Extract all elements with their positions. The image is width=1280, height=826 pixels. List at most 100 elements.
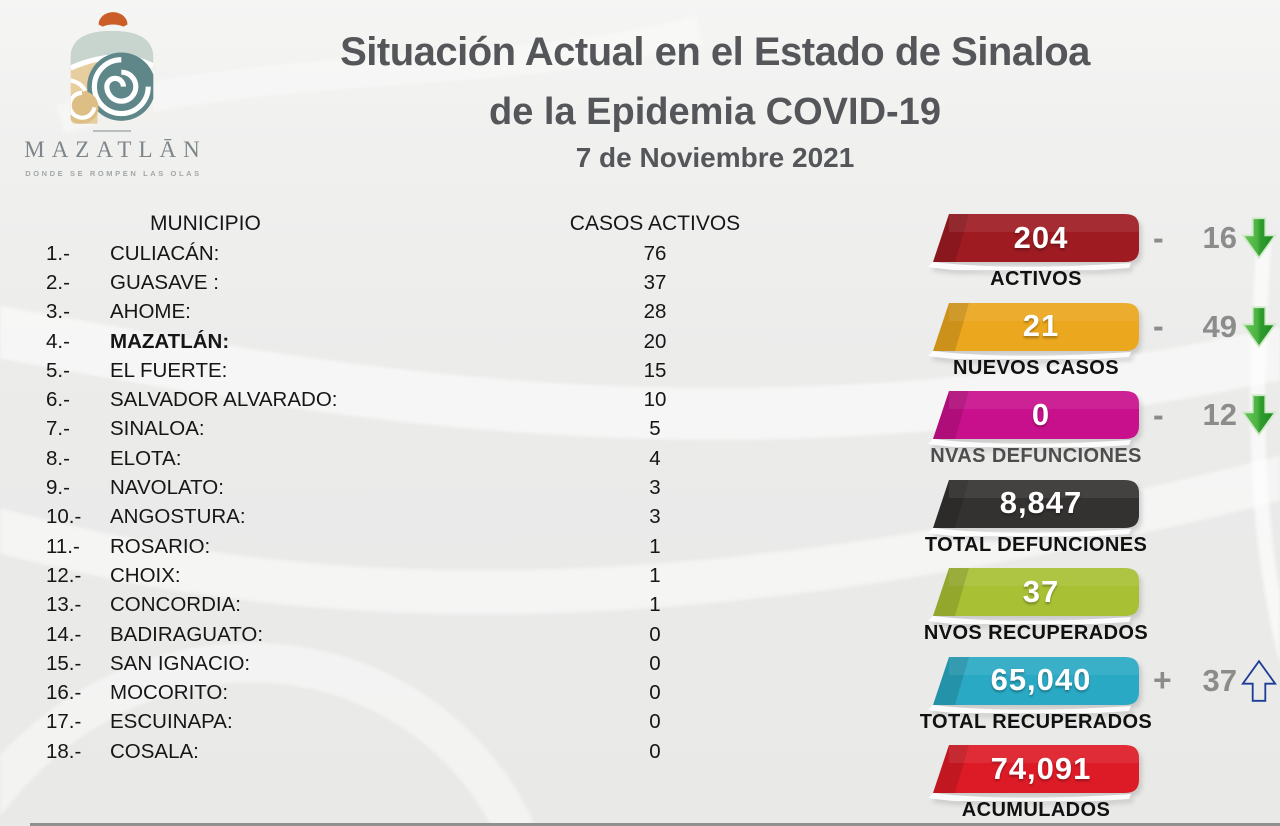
row-index: 4.- (46, 329, 70, 353)
active-cases-value: 1 (649, 593, 661, 617)
municipality-name: CONCORDIA: (110, 593, 241, 617)
stat-value: 74,091 (990, 750, 1092, 786)
municipality-name: MOCORITO: (110, 681, 229, 705)
row-index: 8.- (46, 446, 70, 470)
delta-sign: - (1153, 308, 1164, 344)
stat-card: 21 NUEVOS CASOS - 49 (925, 301, 1280, 390)
stat-badge-shape (928, 391, 1139, 447)
table-row: 12.- CHOIX: 1 (40, 561, 785, 590)
stat-value: 37 (1022, 573, 1060, 609)
municipality-name: ESCUINAPA: (110, 710, 233, 734)
table-row: 2.- GUASAVE : 37 (40, 268, 785, 297)
active-cases-value: 1 (649, 563, 661, 587)
active-cases-value: 0 (649, 739, 661, 763)
stat-value: 8,847 (999, 485, 1083, 520)
logo-divider (93, 130, 131, 132)
row-index: 10.- (46, 505, 82, 529)
logo-wordmark: MAZATLĀN (24, 137, 207, 162)
arrow-down-icon (1241, 394, 1277, 437)
table-row: 16.- MOCORITO: 0 (40, 678, 785, 707)
stat-card: 74,091 ACUMULADOS (925, 743, 1280, 826)
stat-value: 0 (1031, 396, 1051, 432)
stat-card: 0 NVAS DEFUNCIONES - 12 (925, 389, 1280, 478)
stat-card: 8,847 TOTAL DEFUNCIONES (925, 478, 1280, 567)
arrow-down-icon (1241, 305, 1277, 348)
row-index: 9.- (46, 476, 70, 500)
table-row: 8.- ELOTA: 4 (40, 444, 785, 473)
mazatlan-shell-logo-icon (70, 12, 154, 124)
table-row: 9.- NAVOLATO: 3 (40, 473, 785, 502)
report-title-line2: de la Epidemia COVID-19 (489, 91, 941, 133)
stat-label: NVAS DEFUNCIONES (930, 445, 1142, 467)
table-row: 1.- CULIACÁN: 76 (40, 239, 785, 268)
municipality-name: CULIACÁN: (110, 241, 220, 265)
stat-value: 65,040 (990, 662, 1092, 697)
active-cases-value: 0 (649, 681, 661, 705)
active-cases-value: 10 (643, 388, 667, 412)
logo-tagline: DONDE SE ROMPEN LAS OLAS (25, 169, 202, 178)
row-index: 18.- (46, 739, 82, 763)
stat-card: 37 NVOS RECUPERADOS (924, 566, 1280, 655)
report-title-block: Situación Actual en el Estado de Sinaloa… (230, 30, 1200, 174)
column-header-municipio: MUNICIPIO (150, 211, 261, 235)
stat-label: ACUMULADOS (961, 799, 1111, 821)
active-cases-value: 0 (649, 651, 661, 675)
row-index: 5.- (46, 358, 70, 382)
stats-column: 204 ACTIVOS - 16 (920, 212, 1280, 826)
mazatlan-logo: MAZATLĀN DONDE SE ROMPEN LAS OLAS (12, 8, 212, 178)
active-cases-value: 0 (649, 710, 661, 734)
stat-label: NUEVOS CASOS (953, 356, 1119, 379)
arrow-down-icon (1241, 217, 1277, 260)
stat-badge-shape (928, 214, 1139, 270)
stat-badge-shape (928, 745, 1139, 801)
table-row: 4.- MAZATLÁN: 20 (40, 327, 785, 356)
arrow-up-icon (1241, 659, 1277, 702)
table-row: 18.- COSALA: 0 (40, 737, 785, 766)
stat-badge-shape (928, 479, 1139, 536)
active-cases-value: 76 (643, 241, 667, 265)
municipality-name: ANGOSTURA: (110, 505, 246, 529)
stat-badge: 21 (925, 301, 1147, 359)
table-row: 13.- CONCORDIA: 1 (40, 591, 785, 620)
stat-badge: 8,847 (925, 478, 1147, 536)
stat-label: NVOS RECUPERADOS (923, 622, 1149, 644)
table-header: MUNICIPIO CASOS ACTIVOS (40, 208, 785, 239)
municipality-name: CHOIX: (110, 563, 181, 587)
municipality-name: EL FUERTE: (110, 358, 228, 382)
active-cases-value: 28 (643, 300, 667, 324)
active-cases-value: 3 (649, 505, 661, 529)
row-index: 3.- (46, 300, 70, 324)
row-index: 6.- (46, 388, 70, 412)
active-cases-value: 4 (649, 446, 661, 470)
row-index: 2.- (46, 270, 70, 294)
stat-delta: - 12 (1153, 389, 1280, 441)
municipality-name: ELOTA: (110, 446, 182, 470)
municipality-name: SALVADOR ALVARADO: (110, 388, 338, 412)
stat-badge: 0 (925, 389, 1147, 447)
stat-value: 21 (1022, 308, 1060, 343)
stat-label: TOTAL DEFUNCIONES (924, 533, 1148, 556)
delta-sign: + (1153, 662, 1172, 698)
row-index: 12.- (46, 563, 82, 587)
report-title-line1: Situación Actual en el Estado de Sinaloa (340, 30, 1090, 74)
row-index: 14.- (46, 622, 82, 646)
row-index: 1.- (46, 241, 70, 265)
delta-value: 12 (1202, 397, 1237, 432)
municipality-name: NAVOLATO: (110, 476, 224, 500)
municipality-name: COSALA: (110, 739, 199, 763)
stat-badge: 37 (925, 566, 1147, 624)
table-row: 10.- ANGOSTURA: 3 (40, 503, 785, 532)
table-row: 15.- SAN IGNACIO: 0 (40, 649, 785, 678)
table-row: 7.- SINALOA: 5 (40, 415, 785, 444)
municipality-name: BADIRAGUATO: (110, 622, 264, 646)
table-row: 17.- ESCUINAPA: 0 (40, 708, 785, 737)
active-cases-value: 5 (649, 417, 661, 441)
delta-value: 49 (1202, 308, 1237, 344)
stat-label: ACTIVOS (990, 268, 1082, 290)
municipality-name: MAZATLÁN: (110, 329, 230, 353)
active-cases-value: 20 (643, 329, 667, 353)
table-row: 5.- EL FUERTE: 15 (40, 356, 785, 385)
row-index: 17.- (46, 710, 82, 734)
municipality-name: AHOME: (110, 300, 191, 324)
